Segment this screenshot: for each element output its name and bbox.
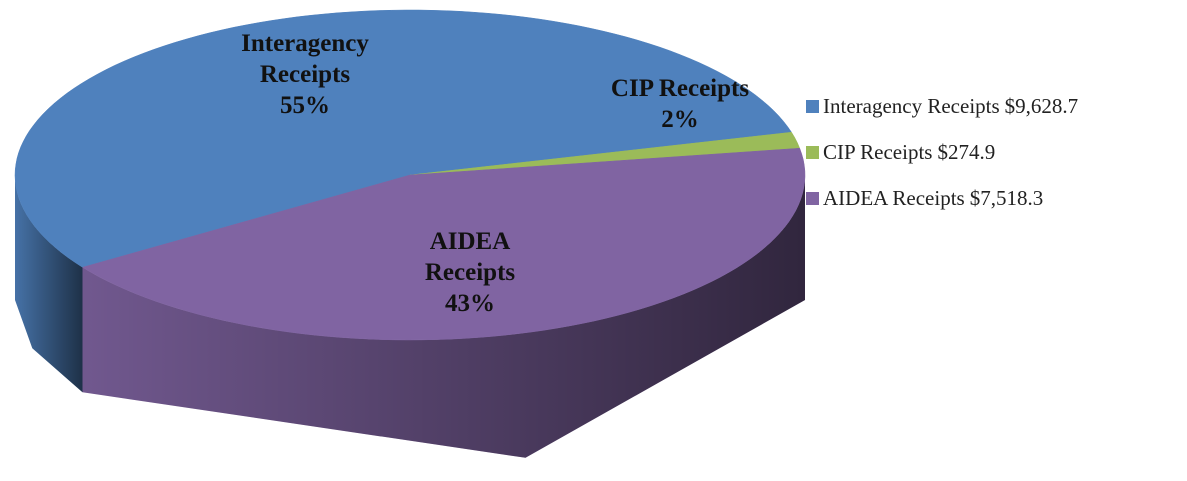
legend: Interagency Receipts $9,628.7 CIP Receipts…: [806, 83, 1078, 221]
legend-label: Interagency Receipts: [823, 93, 1000, 118]
legend-value: $9,628.7: [1004, 93, 1079, 118]
legend-swatch: [806, 145, 819, 159]
slice-side-shade: [82, 175, 805, 458]
legend-value: $274.9: [937, 139, 996, 164]
slice: [81, 147, 806, 341]
slice-label: Interagency Receipts 55%: [210, 28, 400, 121]
legend-value: $7,518.3: [969, 185, 1044, 210]
slice-label-percent: 55%: [280, 92, 330, 119]
legend-label: AIDEA Receipts: [823, 185, 965, 210]
slice-label-name: CIP Receipts: [610, 75, 750, 102]
slice-label-name: Interagency Receipts: [241, 30, 369, 88]
slice-side-shade: [15, 175, 83, 393]
legend-item: CIP Receipts $274.9: [806, 129, 1078, 175]
slice-label: CIP Receipts 2%: [580, 73, 780, 135]
slice-label: AIDEA Receipts 43%: [385, 226, 555, 319]
legend-swatch: [806, 99, 819, 113]
legend-label: CIP Receipts: [823, 139, 933, 164]
legend-item: Interagency Receipts $9,628.7: [806, 83, 1078, 129]
slice: [14, 9, 792, 268]
legend-item: AIDEA Receipts $7,518.3: [806, 175, 1078, 221]
slice-label-percent: 43%: [445, 290, 495, 317]
slice-label-percent: 2%: [661, 106, 699, 133]
pie-side: [15, 175, 805, 458]
slice-label-name: AIDEA Receipts: [424, 228, 516, 286]
legend-swatch: [806, 191, 819, 205]
